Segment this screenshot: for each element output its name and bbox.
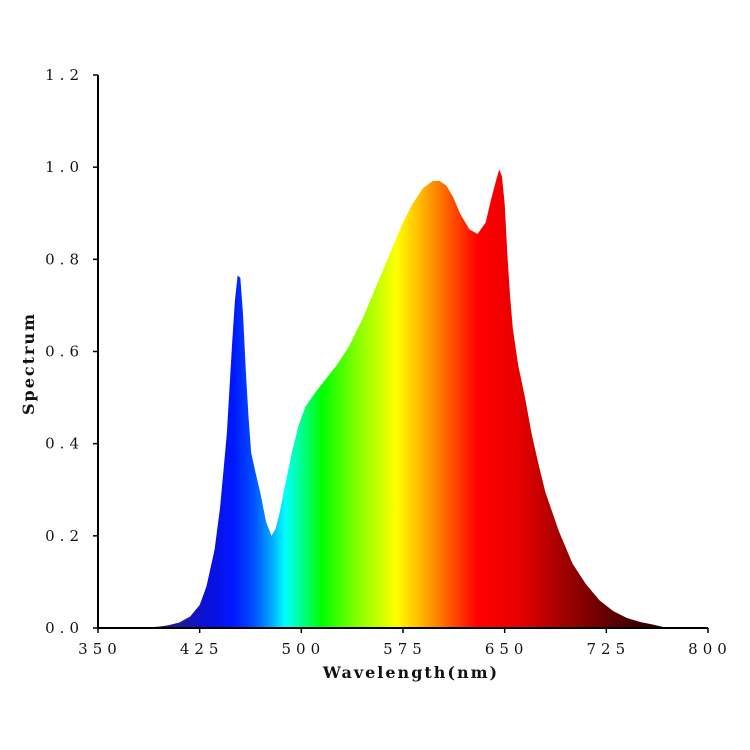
y-axis-title: Spectrum [19,312,38,415]
x-tick-label: 500 [282,640,326,658]
axis-labels: 350 425 500 575 650 725 800 0.0 0.2 0.4 0.6 0.8 1.0 1… [19,66,732,682]
y-tick-label: 0.2 [45,527,84,545]
axes [93,74,709,633]
x-tick-label: 350 [78,640,122,658]
x-tick-label: 725 [587,640,631,658]
x-tick-label: 800 [688,640,732,658]
spectrum-area-layer [138,169,668,628]
x-axis-title: Wavelength(nm) [322,663,499,682]
y-tick-label: 0.8 [45,250,84,268]
y-tick-label: 0.4 [45,435,84,453]
y-tick-label: 1.2 [45,66,84,84]
y-tick-label: 1.0 [45,158,84,176]
x-tick-label: 575 [383,640,427,658]
y-tick-label: 0.0 [45,619,84,637]
x-tick-label: 425 [180,640,224,658]
x-tick-label: 650 [485,640,529,658]
y-tick-label: 0.6 [45,343,84,361]
spectrum-area [138,169,668,628]
